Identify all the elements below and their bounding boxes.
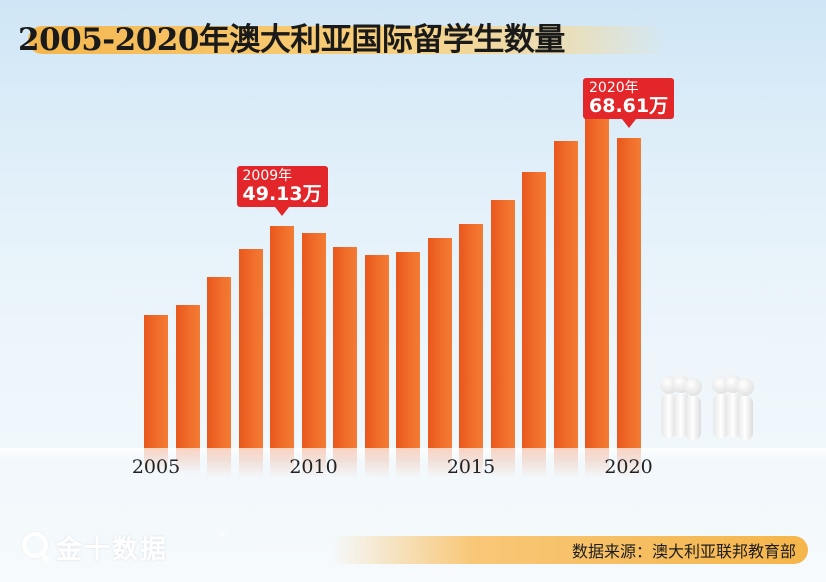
bar-reflection-2012: [364, 448, 389, 478]
bar-reflection-2018: [553, 448, 578, 478]
bar-reflection-2009: [270, 448, 294, 478]
x-tick-label-2010: 2010: [289, 456, 338, 478]
callout-value-label: 68.61万: [589, 94, 669, 117]
people-figures-illustration: [648, 372, 768, 452]
logo-text: 金十数据: [56, 535, 169, 565]
bar-reflection-2017: [522, 448, 546, 478]
bar-2019: [585, 111, 609, 448]
callout-year-label: 2020年: [589, 79, 639, 96]
bar-reflection-2019: [585, 448, 609, 478]
callout-2009: 2009年 49.13万: [236, 165, 328, 216]
x-tick-label-2005: 2005: [131, 456, 181, 478]
callout-value-label: 49.13万: [242, 183, 322, 206]
bar-reflection-2006: [175, 448, 200, 474]
callout-year-label: 2009年: [242, 167, 293, 184]
bar-reflection-2008: [238, 448, 263, 478]
bar-2008: [238, 249, 263, 448]
chart-title: 2005-2020年澳大利亚国际留学生数量: [18, 22, 565, 58]
bar-reflection-2013: [396, 448, 420, 478]
chart-floor: [0, 448, 826, 460]
x-tick-label-2015: 2015: [446, 456, 496, 478]
bar-2017: [522, 171, 546, 448]
data-source: 数据来源：澳大利亚联邦教育部: [571, 542, 796, 561]
bar-2013: [396, 252, 420, 448]
bar-2020: [616, 137, 641, 448]
logo-q-icon: [22, 532, 48, 558]
callout-pointer: [275, 206, 289, 216]
callout-2020: 2020年 68.61万: [583, 77, 675, 128]
bar-reflection-2014: [427, 448, 452, 478]
bar-reflection-2020: [616, 448, 641, 478]
bar-2007: [207, 277, 231, 448]
bar-2005: [144, 314, 168, 448]
source-highlight-bar: [330, 536, 808, 564]
bar-2014: [427, 238, 452, 448]
bar-reflection-2005: [144, 448, 168, 472]
bar-reflection-2007: [207, 448, 231, 478]
registered-mark: ®: [218, 530, 227, 540]
bar-reflection-2010: [301, 448, 326, 478]
bar-2010: [301, 232, 326, 448]
bar-reflection-2015: [459, 448, 483, 478]
callout-pointer: [621, 118, 636, 128]
bar-2018: [553, 140, 578, 448]
bar-2016: [490, 199, 515, 448]
bar-reflection-2016: [490, 448, 515, 478]
bar-2015: [459, 224, 483, 448]
x-tick-label-2020: 2020: [604, 456, 653, 478]
bar-reflection-2011: [333, 448, 357, 478]
bar-2012: [364, 255, 389, 448]
bar-2009: [270, 225, 294, 448]
bar-2006: [175, 304, 200, 448]
bar-2011: [333, 247, 357, 448]
title-highlight-bar: [28, 26, 668, 54]
